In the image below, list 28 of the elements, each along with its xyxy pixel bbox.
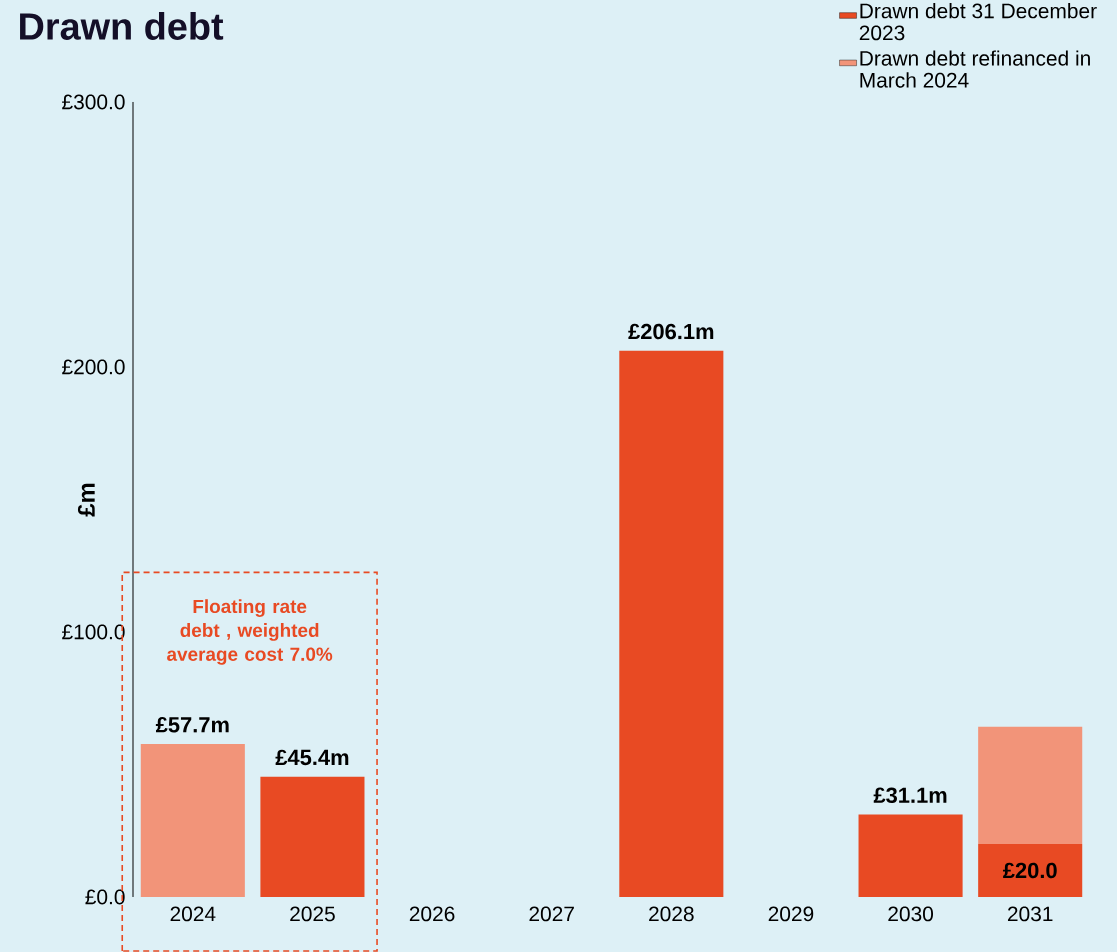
bar [978,726,1083,844]
bar [260,776,365,897]
data-label: £206.1m [628,323,714,340]
y-tick-label: £300.0 [62,94,125,110]
y-tick-label: £100.0 [62,624,125,640]
y-tick-label: £200.0 [62,359,125,375]
legend-label: Drawn debt refinanced in March 2024 [860,50,1090,88]
x-tick-label: 2031 [1007,906,1053,922]
x-tick-label: 2024 [170,906,216,922]
legend-label: Drawn debt 31 December 2023 [859,3,1097,41]
x-tick-label: 2026 [409,906,455,922]
data-label: £20.0 [1002,862,1057,879]
bar [619,350,724,897]
x-tick-label: 2030 [888,906,934,922]
x-tick-label: 2025 [290,906,335,922]
bar [140,744,245,897]
x-tick-label: 2027 [529,906,574,922]
bar [858,814,963,897]
chart-title: Drawn debt [20,12,224,40]
x-tick-label: 2028 [649,906,694,922]
data-label: £31.1m [873,787,947,804]
data-label: £45.4m [275,749,349,766]
annotation: Floating rate debt , weighted average cost 7.0% [167,599,333,665]
data-label: £57.7m [155,717,229,733]
bar [978,843,1083,897]
y-tick-label: £0.0 [85,889,125,905]
x-tick-label: 2029 [768,906,814,922]
y-axis-title: £m [77,483,95,517]
